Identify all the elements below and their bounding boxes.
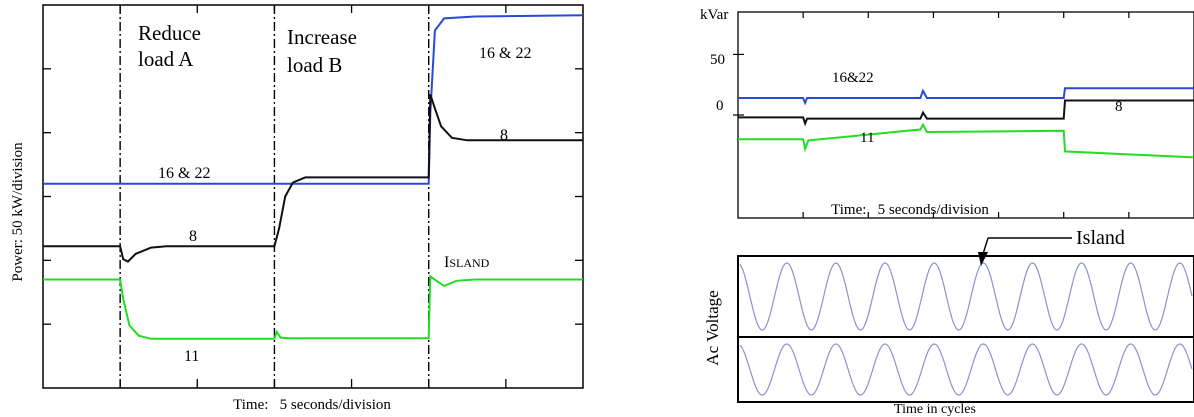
series-label-11: 11 [184,348,199,365]
event-label-reduce-line2: load A [138,47,194,71]
kvar-series [738,87,1194,159]
kvar-series-line [738,87,1194,106]
power-series-line [43,14,584,185]
power-series-line [43,274,583,340]
power-chart: Reduce load A Increase load B 16 & 22 16… [10,4,584,413]
kvar-x-axis-label: Time: 5 seconds/division [831,202,989,218]
kvar-plot-frame [737,11,1194,219]
kvar-tick-label-50: 50 [710,52,725,68]
power-y-axis-label: Power: 50 kW/division [10,142,26,282]
series-label-8: 8 [189,228,197,245]
kvar-axis-ticks [733,12,1130,218]
voltage-panel-2 [737,336,1194,403]
island-arrow-shaft [982,237,989,255]
island-label: Island [1076,227,1125,249]
voltage-waveform-2 [739,343,1193,396]
series-label-16-22-before: 16 & 22 [158,165,210,182]
ac-voltage-chart: Island Ac Voltage Time in cycles [703,227,1194,417]
event-label-increase-line2: load B [287,53,342,77]
island-annotation-rest: SLAND [449,256,489,270]
event-label-increase-line1: Increase [287,25,357,49]
power-series [43,14,584,340]
island-annotation-cap: I [444,254,449,271]
kvar-unit-label: kVar [700,7,728,23]
kvar-series-line [738,99,1194,127]
voltage-y-axis-label: Ac Voltage [703,290,722,365]
voltage-waveform-1 [739,262,1193,331]
event-label-reduce-line1: Reduce [138,21,201,45]
island-arrow-head [978,252,988,266]
kvar-tick-label-0: 0 [716,98,724,114]
reactive-power-chart: kVar 50 0 16&22 8 11 Time: 5 seconds/div… [700,7,1194,219]
island-annotation: ISLAND [444,254,490,271]
kvar-series-line [738,122,1194,159]
series-label-8-right: 8 [500,127,508,144]
power-x-axis-label: Time: 5 seconds/division [233,397,391,413]
series-label-16-22-after: 16 & 22 [479,45,531,62]
kvar-series-label-16-22: 16&22 [832,70,874,86]
kvar-series-label-11: 11 [860,130,874,146]
voltage-x-axis-label: Time in cycles [894,402,976,417]
kvar-series-label-8: 8 [1115,99,1123,115]
power-series-line [43,94,583,263]
